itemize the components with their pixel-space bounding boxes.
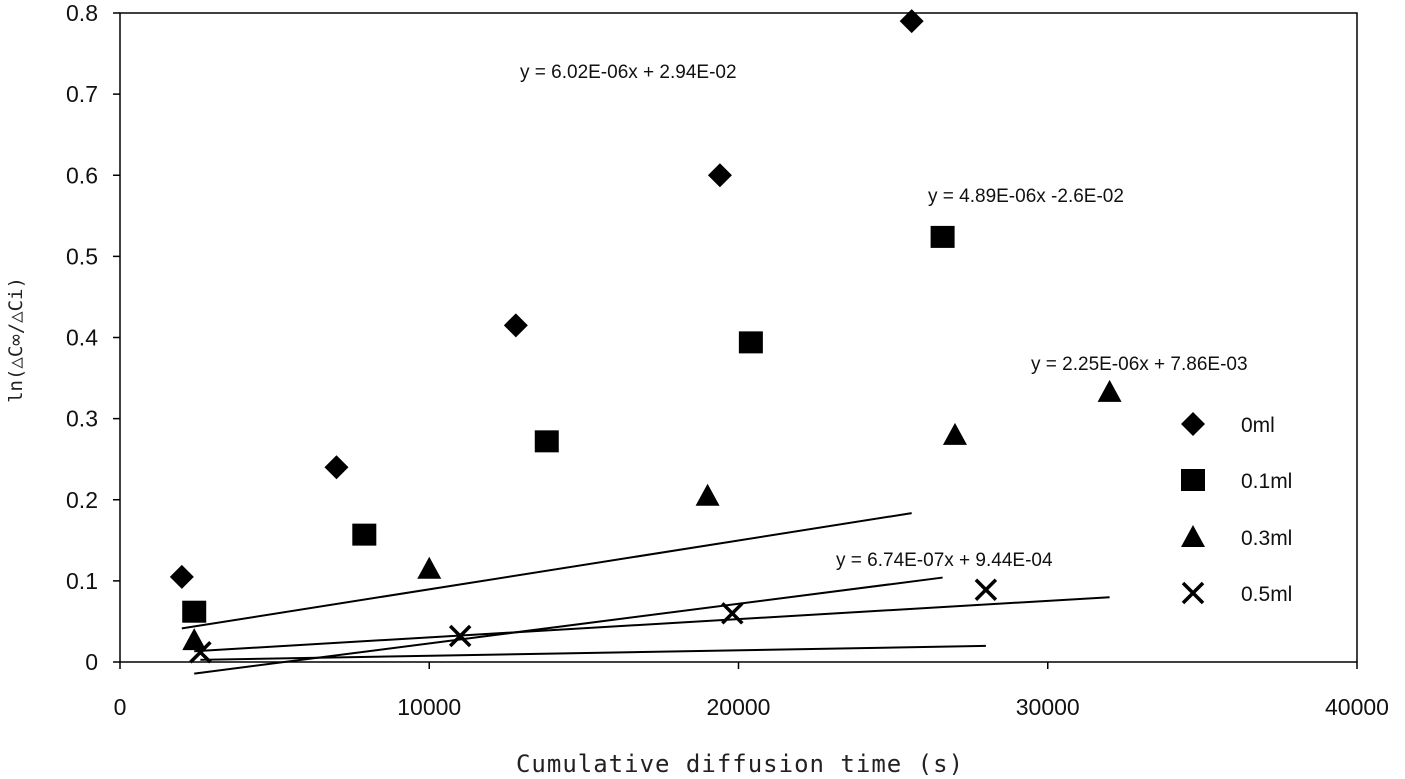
- cross-stroke: [448, 624, 472, 648]
- triangle-marker: [942, 422, 967, 445]
- trendline-equation: y = 2.25E-06x + 7.86E-03: [1031, 354, 1248, 375]
- legend-label: 0.3ml: [1241, 527, 1292, 550]
- fit-line-0-3ml: [194, 596, 1110, 653]
- trendline-equation: y = 6.74E-07x + 9.44E-04: [836, 550, 1053, 571]
- triangle-marker: [695, 483, 720, 506]
- y-tick-label: 0.5: [66, 243, 98, 269]
- x-tick-label: 20000: [707, 694, 771, 720]
- square-marker: [534, 430, 559, 453]
- cross-marker: [721, 602, 744, 625]
- square-marker: [182, 600, 207, 623]
- x-tick-label: 10000: [397, 694, 461, 720]
- x-tick-label: 0: [114, 694, 127, 720]
- diamond-marker: [503, 313, 528, 338]
- fit-line-0-1ml: [194, 576, 943, 675]
- y-tick-label: 0.2: [66, 487, 98, 513]
- legend-label: 0ml: [1241, 414, 1275, 437]
- legend-triangle-icon: [1181, 525, 1205, 547]
- trendline-equation: y = 6.02E-06x + 2.94E-02: [520, 62, 737, 83]
- fit-line-0ml: [181, 512, 912, 630]
- plot-frame: [119, 12, 1358, 663]
- y-tick-label: 0.7: [66, 81, 98, 107]
- triangle-marker: [1097, 379, 1122, 402]
- y-tick-label: 0.1: [66, 568, 98, 594]
- legend-cross-icon: [1181, 581, 1205, 605]
- cross-stroke: [1181, 581, 1205, 605]
- square-marker: [930, 225, 955, 248]
- y-tick-label: 0.3: [66, 406, 98, 432]
- diamond-marker: [899, 9, 924, 34]
- diamond-marker: [324, 455, 349, 480]
- cross-marker: [448, 624, 472, 648]
- square-marker: [738, 331, 763, 354]
- cross-stroke: [189, 641, 212, 664]
- square-marker: [352, 523, 377, 546]
- cross-stroke: [721, 602, 744, 625]
- legend-label: 0.1ml: [1241, 470, 1292, 493]
- y-tick-label: 0.8: [66, 0, 98, 26]
- trendline-equation: y = 4.89E-06x -2.6E-02: [928, 186, 1124, 207]
- legend-label: 0.5ml: [1241, 583, 1292, 606]
- y-tick-label: 0.4: [66, 325, 98, 351]
- diamond-marker: [169, 564, 194, 589]
- x-axis-title: Cumulative diffusion time (s): [516, 750, 964, 778]
- triangle-marker: [182, 628, 207, 651]
- legend-diamond-icon: [1181, 412, 1205, 436]
- y-tick-label: 0: [85, 649, 98, 675]
- triangle-marker: [417, 556, 442, 579]
- legend-square-icon: [1181, 469, 1205, 491]
- fit-line-0-5ml: [200, 644, 986, 661]
- cross-marker: [189, 641, 212, 664]
- y-axis-title: ln(△C∞/△Ci): [5, 277, 27, 403]
- cross-stroke: [974, 578, 998, 602]
- diamond-marker: [707, 163, 732, 188]
- cross-marker: [974, 578, 998, 602]
- x-tick-label: 30000: [1016, 694, 1080, 720]
- y-tick-label: 0.6: [66, 162, 98, 188]
- x-tick-label: 40000: [1325, 694, 1389, 720]
